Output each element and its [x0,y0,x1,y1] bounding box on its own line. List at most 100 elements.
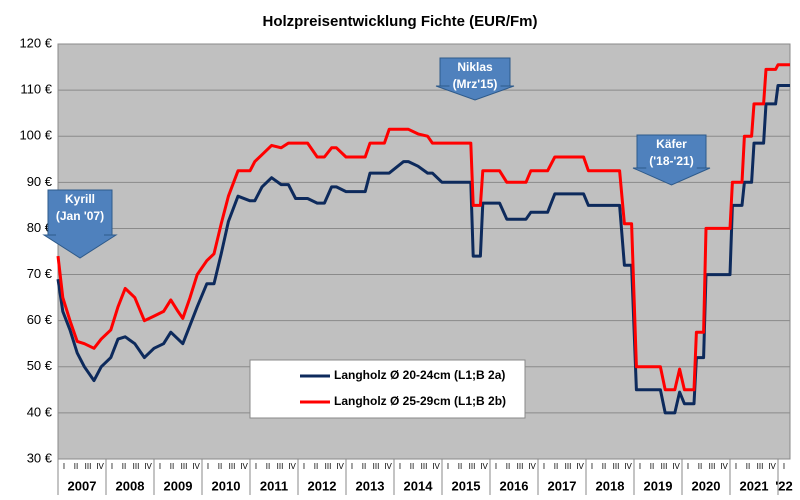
quarter-label: II [506,462,510,471]
x-tick-label: 2007 [68,478,97,493]
quarter-label: IV [384,462,392,471]
quarter-label: I [687,462,689,471]
x-tick-label: 2021 [740,478,769,493]
quarter-label: III [181,462,188,471]
x-tick-label: 2012 [308,478,337,493]
quarter-label: I [207,462,209,471]
quarter-label: I [783,462,785,471]
y-tick-label: 120 € [19,35,52,50]
quarter-label: IV [240,462,248,471]
quarter-label: I [303,462,305,471]
quarter-label: IV [672,462,680,471]
quarter-label: II [698,462,702,471]
annotation-text: (Mrz'15) [453,77,498,91]
quarter-label: III [565,462,572,471]
y-tick-label: 60 € [27,312,53,327]
y-tick-label: 70 € [27,266,53,281]
quarter-label: II [650,462,654,471]
x-tick-label: 2009 [164,478,193,493]
quarter-label: III [373,462,380,471]
y-tick-label: 30 € [27,450,53,465]
x-tick-label: 2016 [500,478,529,493]
quarter-label: II [458,462,462,471]
quarter-label: II [362,462,366,471]
quarter-label: I [159,462,161,471]
y-tick-label: 40 € [27,404,53,419]
quarter-label: I [63,462,65,471]
x-tick-label: '22 [775,478,793,493]
x-tick-label: 2019 [644,478,673,493]
y-tick-label: 90 € [27,174,53,189]
quarter-label: III [757,462,764,471]
y-tick-label: 100 € [19,128,52,143]
quarter-label: II [266,462,270,471]
quarter-label: III [421,462,428,471]
quarter-label: II [74,462,78,471]
x-tick-label: 2013 [356,478,385,493]
quarter-label: I [639,462,641,471]
quarter-label: IV [624,462,632,471]
annotation-text: Niklas [457,60,493,74]
quarter-label: II [122,462,126,471]
quarter-label: III [517,462,524,471]
quarter-label: III [613,462,620,471]
annotation-text: Käfer [656,137,687,151]
quarter-label: IV [720,462,728,471]
x-tick-label: 2008 [116,478,145,493]
quarter-label: II [554,462,558,471]
chart-title: Holzpreisentwicklung Fichte (EUR/Fm) [262,13,537,30]
quarter-label: IV [336,462,344,471]
quarter-label: IV [480,462,488,471]
quarter-label: IV [96,462,104,471]
x-tick-label: 2015 [452,478,481,493]
quarter-label: II [602,462,606,471]
y-tick-label: 80 € [27,220,53,235]
quarter-label: IV [432,462,440,471]
y-tick-label: 110 € [20,82,52,97]
annotation-text: (Jan '07) [56,209,104,223]
annotation-text: ('18-'21) [649,154,693,168]
x-tick-label: 2014 [404,478,434,493]
x-tick-label: 2018 [596,478,625,493]
quarter-label: I [351,462,353,471]
legend-label: Langholz Ø 20-24cm (L1;B 2a) [334,368,505,382]
quarter-label: III [709,462,716,471]
quarter-label: III [469,462,476,471]
quarter-label: II [410,462,414,471]
quarter-label: III [661,462,668,471]
quarter-label: IV [576,462,584,471]
quarter-label: IV [144,462,152,471]
quarter-label: I [735,462,737,471]
quarter-label: I [591,462,593,471]
quarter-label: II [170,462,174,471]
quarter-label: II [314,462,318,471]
quarter-label: IV [768,462,776,471]
annotation-callout [435,57,515,101]
x-tick-label: 2020 [692,478,721,493]
quarter-label: I [447,462,449,471]
quarter-label: IV [288,462,296,471]
quarter-label: I [399,462,401,471]
series-line [56,63,790,392]
quarter-label: III [133,462,140,471]
quarter-label: III [229,462,236,471]
annotation-callout [632,134,711,186]
y-tick-label: 50 € [27,358,53,373]
quarter-label: IV [192,462,200,471]
quarter-label: I [495,462,497,471]
quarter-label: I [255,462,257,471]
legend-label: Langholz Ø 25-29cm (L1;B 2b) [334,394,506,408]
quarter-label: III [325,462,332,471]
quarter-label: III [277,462,284,471]
quarter-label: III [85,462,92,471]
series-line [56,84,790,415]
x-tick-label: 2010 [212,478,241,493]
quarter-label: II [218,462,222,471]
annotation-callout [42,189,118,259]
legend-box [249,359,526,419]
x-tick-label: 2017 [548,478,577,493]
quarter-label: IV [528,462,536,471]
annotation-text: Kyrill [65,192,95,206]
quarter-label: I [111,462,113,471]
